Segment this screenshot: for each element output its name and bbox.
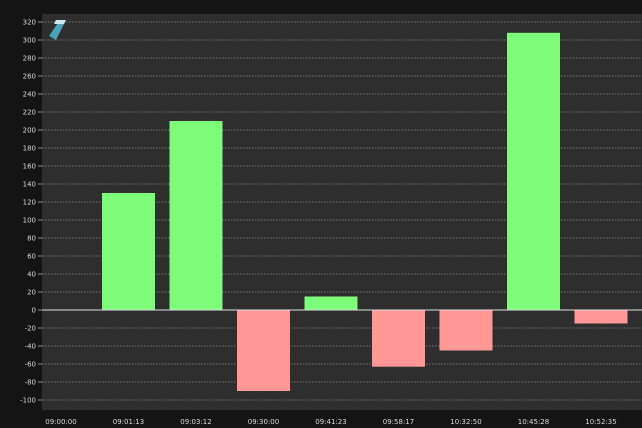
- x-tick-label: 10:45:28: [518, 418, 549, 426]
- y-tick-label: 160: [23, 163, 36, 171]
- y-tick-label: 140: [23, 181, 36, 189]
- y-tick-label: 0: [32, 307, 36, 315]
- bar-104528: [507, 32, 560, 311]
- y-tick-label: 20: [27, 289, 36, 297]
- y-tick-label: 300: [23, 37, 36, 45]
- y-tick-label: 120: [23, 199, 36, 207]
- y-tick-label: 220: [23, 109, 36, 117]
- x-tick-label: 10:32:50: [450, 418, 481, 426]
- y-tick-label: 60: [27, 253, 36, 261]
- y-tick-label: 280: [23, 55, 36, 63]
- y-tick-label: 80: [27, 235, 36, 243]
- y-tick-label: 100: [23, 217, 36, 225]
- bar-090312: [169, 121, 223, 310]
- bars: [102, 32, 628, 391]
- y-tick-label: -100: [20, 397, 36, 405]
- bar-093000: [237, 310, 290, 391]
- bar-090113: [102, 193, 155, 310]
- y-tick-label: 240: [23, 91, 36, 99]
- bar-095817: [372, 310, 425, 367]
- y-tick-label: 320: [23, 19, 36, 27]
- x-tick-label: 09:30:00: [248, 418, 279, 426]
- y-tick-label: -60: [25, 361, 36, 369]
- y-tick-label: 40: [27, 271, 36, 279]
- y-tick-label: 200: [23, 127, 36, 135]
- x-tick-label: 09:03:12: [180, 418, 211, 426]
- y-axis-ticks: 3203002802602402202001801601401201008060…: [20, 19, 42, 405]
- x-axis-ticks: 09:00:00 09:01:13 09:03:12 09:30:00 09:41:23…: [45, 418, 616, 426]
- y-tick-label: -40: [25, 343, 36, 351]
- y-tick-label: -80: [25, 379, 36, 387]
- bar-094123: [304, 296, 358, 310]
- y-tick-label: 180: [23, 145, 36, 153]
- bar-105235: [574, 310, 628, 324]
- stylized-slash-logo-icon: [49, 20, 66, 40]
- y-tick-label: 260: [23, 73, 36, 81]
- x-tick-label: 09:00:00: [45, 418, 76, 426]
- x-tick-label: 09:58:17: [383, 418, 414, 426]
- bar-103250: [439, 310, 493, 351]
- y-tick-label: -20: [25, 325, 36, 333]
- x-tick-label: 10:52:35: [585, 418, 616, 426]
- x-tick-label: 09:41:23: [315, 418, 346, 426]
- x-tick-label: 09:01:13: [113, 418, 144, 426]
